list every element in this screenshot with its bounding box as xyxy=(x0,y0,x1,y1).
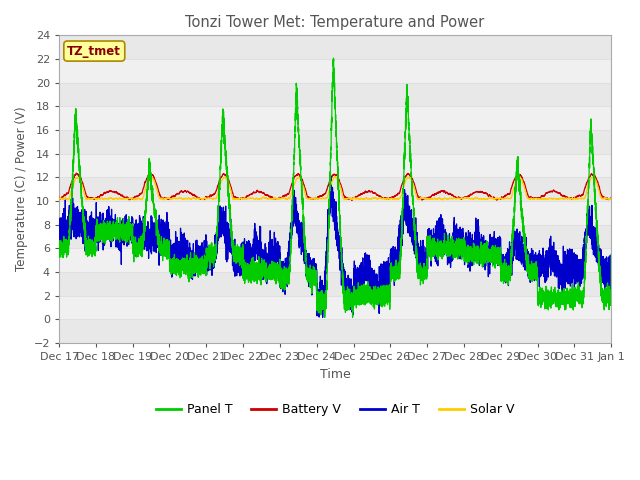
Panel T xyxy=(429,245,437,251)
Battery V xyxy=(73,170,81,176)
Bar xyxy=(59,130,611,154)
Battery V xyxy=(55,194,63,200)
Solar V xyxy=(492,195,500,201)
Air T xyxy=(524,257,531,263)
Air T xyxy=(404,200,412,206)
Bar xyxy=(59,225,611,248)
Legend: Panel T, Battery V, Air T, Solar V: Panel T, Battery V, Air T, Solar V xyxy=(150,398,520,421)
Solar V xyxy=(268,196,276,202)
Air T xyxy=(327,172,335,178)
Battery V xyxy=(404,171,412,177)
Bar xyxy=(59,36,611,59)
Air T xyxy=(429,239,437,245)
Line: Solar V: Solar V xyxy=(59,176,640,200)
Bar xyxy=(59,177,611,201)
Bar xyxy=(59,319,611,343)
Panel T xyxy=(55,238,63,244)
Air T xyxy=(85,230,93,236)
Air T xyxy=(319,314,326,320)
Battery V xyxy=(524,190,531,196)
Line: Air T: Air T xyxy=(59,175,640,317)
Panel T xyxy=(492,252,500,258)
Y-axis label: Temperature (C) / Power (V): Temperature (C) / Power (V) xyxy=(15,107,28,272)
Line: Battery V: Battery V xyxy=(59,173,640,201)
Solar V xyxy=(404,175,412,180)
Solar V xyxy=(55,196,63,202)
Bar xyxy=(59,272,611,296)
Panel T xyxy=(330,55,337,61)
Solar V xyxy=(429,196,437,202)
Bar xyxy=(59,83,611,107)
Panel T xyxy=(404,98,412,104)
Solar V xyxy=(524,195,531,201)
Panel T xyxy=(321,314,328,320)
Air T xyxy=(268,255,276,261)
Text: TZ_tmet: TZ_tmet xyxy=(67,45,121,58)
Panel T xyxy=(268,268,276,274)
X-axis label: Time: Time xyxy=(320,368,351,381)
Title: Tonzi Tower Met: Temperature and Power: Tonzi Tower Met: Temperature and Power xyxy=(186,15,484,30)
Battery V xyxy=(492,196,500,202)
Battery V xyxy=(85,195,93,201)
Battery V xyxy=(348,198,356,204)
Solar V xyxy=(85,195,93,201)
Air T xyxy=(492,250,500,256)
Panel T xyxy=(85,249,93,255)
Battery V xyxy=(429,192,437,198)
Solar V xyxy=(515,173,523,179)
Solar V xyxy=(439,197,447,203)
Line: Panel T: Panel T xyxy=(59,58,640,317)
Air T xyxy=(55,230,63,236)
Battery V xyxy=(269,194,276,200)
Panel T xyxy=(524,255,531,261)
